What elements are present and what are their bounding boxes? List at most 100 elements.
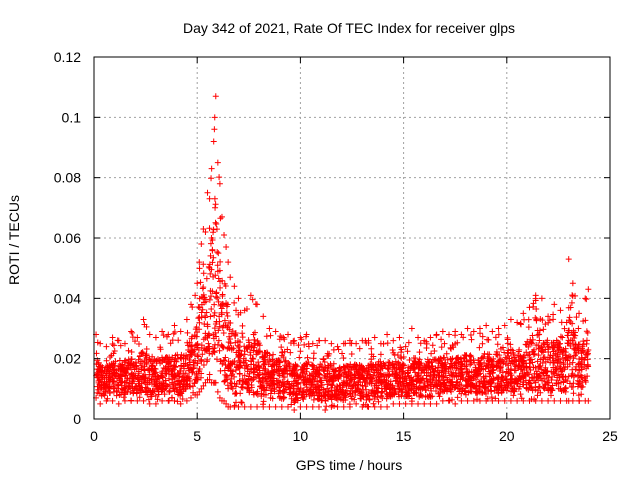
data-point: [236, 364, 243, 371]
data-point: [520, 397, 527, 404]
data-point: [206, 371, 213, 378]
data-point: [504, 349, 511, 356]
data-point: [295, 342, 302, 349]
data-point: [385, 362, 392, 369]
data-point: [508, 357, 515, 364]
data-point: [93, 350, 100, 357]
data-point: [202, 314, 209, 321]
data-point: [166, 388, 173, 395]
data-point: [213, 356, 220, 363]
data-point: [328, 396, 335, 403]
data-point: [569, 292, 576, 299]
data-point: [210, 138, 217, 145]
data-point: [377, 351, 384, 358]
data-point: [567, 342, 574, 349]
data-point: [216, 174, 223, 181]
data-point: [342, 397, 349, 404]
data-point: [262, 365, 269, 372]
data-point: [440, 380, 447, 387]
data-point: [484, 351, 491, 358]
data-point: [584, 361, 591, 368]
data-point: [527, 336, 534, 343]
data-point: [501, 322, 508, 329]
data-point: [348, 385, 355, 392]
data-point: [318, 379, 325, 386]
data-point: [564, 377, 571, 384]
data-point: [357, 390, 364, 397]
data-point: [427, 393, 434, 400]
data-point: [287, 385, 294, 392]
data-point: [563, 319, 570, 326]
data-point: [213, 226, 220, 233]
data-point: [396, 400, 403, 407]
data-point: [209, 246, 216, 253]
data-point: [410, 389, 417, 396]
data-point: [135, 370, 142, 377]
data-point: [218, 301, 225, 308]
data-point: [207, 313, 214, 320]
data-point: [529, 349, 536, 356]
data-point: [152, 334, 159, 341]
data-point: [565, 373, 572, 380]
data-point: [184, 329, 191, 336]
data-point: [172, 382, 179, 389]
data-point: [393, 378, 400, 385]
data-point: [453, 372, 460, 379]
data-point: [517, 320, 524, 327]
data-point: [526, 384, 533, 391]
data-point: [218, 309, 225, 316]
data-point: [535, 352, 542, 359]
data-point: [434, 383, 441, 390]
data-point: [558, 368, 565, 375]
data-point: [415, 376, 422, 383]
data-point: [352, 392, 359, 399]
data-point: [526, 363, 533, 370]
data-point: [370, 372, 377, 379]
data-point: [235, 343, 242, 350]
data-point: [470, 328, 477, 335]
data-point: [143, 345, 150, 352]
data-point: [149, 362, 156, 369]
data-point: [105, 364, 112, 371]
data-point: [208, 175, 215, 182]
data-point: [169, 379, 176, 386]
data-point: [536, 363, 543, 370]
data-point: [232, 399, 239, 406]
data-point: [334, 343, 341, 350]
data-point: [111, 378, 118, 385]
data-point: [570, 327, 577, 334]
data-point: [539, 317, 546, 324]
data-point: [200, 284, 207, 291]
data-point: [552, 357, 559, 364]
data-point: [293, 363, 300, 370]
data-point: [135, 340, 142, 347]
data-point: [497, 356, 504, 363]
data-point: [495, 359, 502, 366]
data-point: [200, 291, 207, 298]
data-point: [291, 406, 298, 413]
data-point: [223, 400, 230, 407]
data-point: [303, 365, 310, 372]
data-point: [568, 299, 575, 306]
data-point: [539, 377, 546, 384]
data-point: [286, 391, 293, 398]
data-point: [193, 333, 200, 340]
data-point: [226, 333, 233, 340]
data-point: [272, 328, 279, 335]
data-point: [110, 366, 117, 373]
data-point: [415, 400, 422, 407]
data-point: [375, 358, 382, 365]
data-point: [187, 383, 194, 390]
data-point: [175, 337, 182, 344]
data-point: [570, 355, 577, 362]
data-point: [252, 329, 258, 336]
data-point: [340, 354, 347, 361]
data-point: [207, 270, 214, 277]
data-point: [216, 318, 223, 325]
data-point: [303, 377, 310, 384]
data-point: [328, 403, 335, 410]
data-point: [260, 361, 267, 368]
data-point: [238, 399, 245, 406]
data-point: [328, 340, 335, 347]
data-point: [202, 228, 209, 235]
